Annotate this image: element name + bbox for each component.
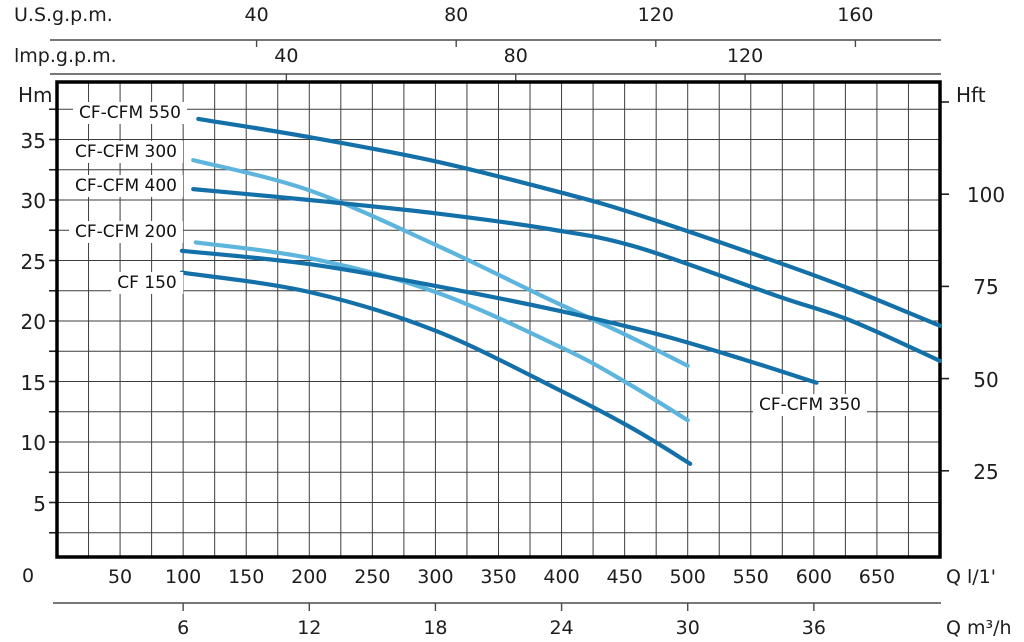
axis-label-hm: Hm bbox=[18, 83, 53, 107]
hm-tick-label: 10 bbox=[20, 431, 46, 455]
axis-label-hft: Hft bbox=[956, 83, 986, 107]
curve-label-cf-150: CF 150 bbox=[111, 272, 183, 294]
curve-cf-150 bbox=[179, 270, 693, 466]
q-l-min-tick-label: 450 bbox=[606, 566, 643, 588]
axis-label-q-l-min: Q l/1' bbox=[946, 566, 996, 588]
q-l-min-tick-label: 200 bbox=[291, 566, 328, 588]
q-m3h-tick-label: 12 bbox=[297, 617, 322, 639]
curve-label-cf-cfm-300: CF-CFM 300 bbox=[69, 141, 183, 163]
curves bbox=[179, 116, 943, 466]
us-gpm-tick-label: 80 bbox=[444, 4, 469, 26]
hm-tick-label: 20 bbox=[20, 310, 46, 334]
curve-label-cf-cfm-200: CF-CFM 200 bbox=[69, 221, 183, 243]
curve-label-cf-cfm-400: CF-CFM 400 bbox=[69, 175, 183, 197]
us-gpm-tick-label: 160 bbox=[837, 4, 874, 26]
curve-cf-cfm-400 bbox=[191, 187, 943, 363]
curve-cf-cfm-200 bbox=[193, 240, 690, 423]
axis-label-imp-gpm: lmp.g.p.m. bbox=[14, 45, 117, 67]
us-gpm-tick-label: 120 bbox=[637, 4, 674, 26]
hft-tick-label: 75 bbox=[973, 275, 999, 300]
us-gpm-tick-label: 40 bbox=[244, 4, 269, 26]
axis-label-us-gpm: U.S.g.p.m. bbox=[14, 4, 113, 26]
imp-gpm-tick-label: 80 bbox=[503, 45, 528, 67]
hft-tick-label: 100 bbox=[966, 183, 1006, 208]
q-m3h-tick-label: 6 bbox=[177, 617, 190, 639]
imp-gpm-tick-label: 120 bbox=[726, 45, 764, 67]
hft-tick-label: 25 bbox=[973, 459, 999, 484]
curve-cf-cfm-350 bbox=[179, 248, 819, 385]
q-l-min-tick-label: 500 bbox=[669, 566, 706, 588]
curve-label-cf-cfm-350: CF-CFM 350 bbox=[753, 394, 867, 416]
q-l-min-tick-label: 150 bbox=[228, 566, 265, 588]
imp-gpm-tick-label: 40 bbox=[274, 45, 299, 67]
curve-cf-cfm-550 bbox=[196, 116, 943, 328]
hm-tick-label: 5 bbox=[33, 491, 46, 516]
hm-tick-label: 35 bbox=[20, 128, 46, 153]
axis-label-q-m3h: Q m³/h bbox=[946, 617, 1012, 639]
q-l-min-tick-label: 400 bbox=[543, 566, 580, 588]
plot-frame bbox=[55, 80, 942, 559]
q-m3h-tick-label: 18 bbox=[423, 617, 448, 639]
q-l-min-tick-label: 300 bbox=[417, 566, 454, 588]
q-l-min-tick-label: 350 bbox=[480, 566, 517, 588]
q-l-min-tick-label: 650 bbox=[858, 566, 896, 588]
q-m3h-tick-label: 36 bbox=[801, 617, 826, 639]
origin-label: 0 bbox=[22, 565, 35, 587]
q-l-min-tick-label: 250 bbox=[354, 566, 391, 588]
curve-cf-cfm-300 bbox=[191, 158, 690, 368]
hm-tick-label: 30 bbox=[20, 189, 46, 213]
q-m3h-tick-label: 30 bbox=[675, 617, 700, 639]
curve-label-cf-cfm-550: CF-CFM 550 bbox=[73, 102, 187, 124]
secondary-axes bbox=[50, 39, 941, 611]
hm-tick-label: 25 bbox=[20, 249, 46, 274]
hft-tick-label: 50 bbox=[973, 367, 999, 392]
q-l-min-tick-label: 50 bbox=[107, 566, 133, 588]
q-l-min-tick-label: 100 bbox=[164, 566, 202, 588]
q-m3h-tick-label: 24 bbox=[549, 617, 574, 639]
q-l-min-tick-label: 550 bbox=[732, 566, 769, 588]
q-l-min-tick-label: 600 bbox=[795, 566, 832, 588]
hm-tick-label: 15 bbox=[20, 370, 46, 395]
